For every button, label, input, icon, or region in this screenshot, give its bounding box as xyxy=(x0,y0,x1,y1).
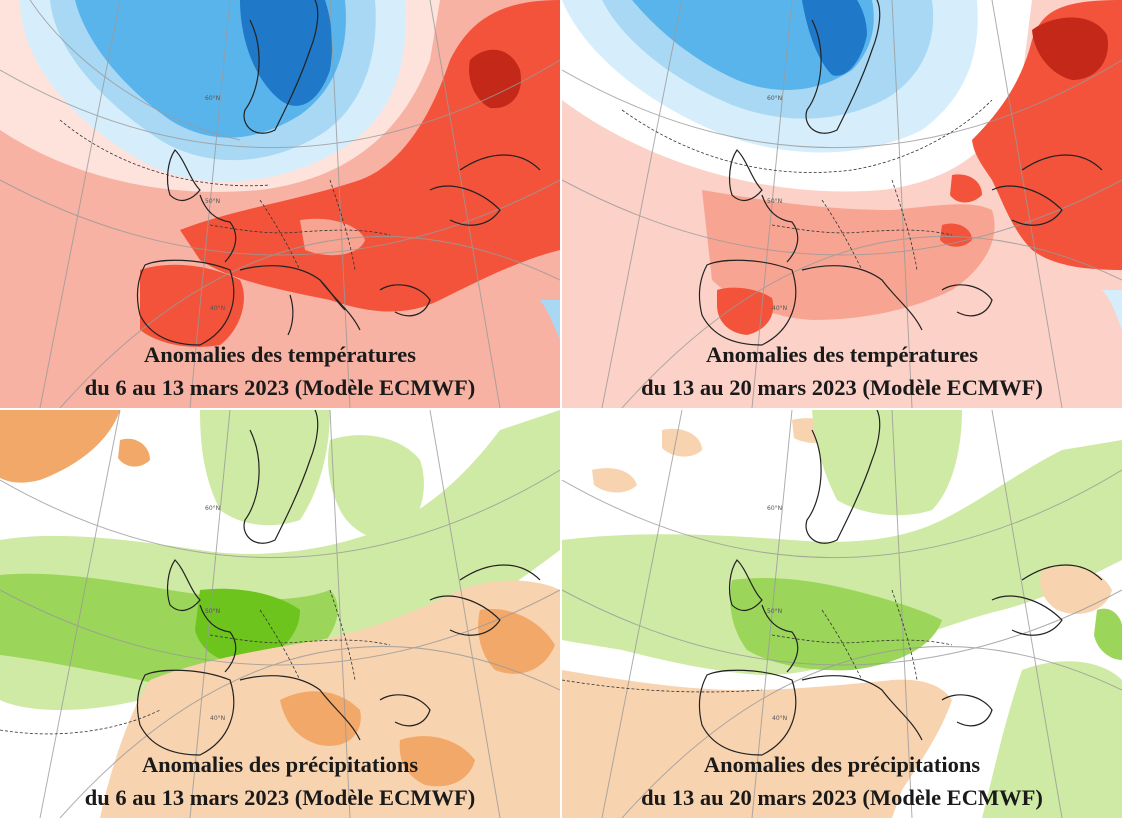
map-caption: Anomalies des températures du 6 au 13 ma… xyxy=(0,338,560,404)
precipitation-anomaly-field: 60°N 50°N 40°N xyxy=(562,410,1122,818)
graticule-label: 40°N xyxy=(772,715,787,722)
graticule-label: 60°N xyxy=(205,95,220,102)
map-period: du 13 au 20 mars 2023 (Modèle ECMWF) xyxy=(641,785,1043,810)
temperature-anomaly-map-week1: 60°N 50°N 40°N Anomalies des température… xyxy=(0,0,560,408)
map-title: Anomalies des précipitations xyxy=(703,752,981,777)
map-title: Anomalies des températures xyxy=(143,342,417,367)
graticule-label: 50°N xyxy=(205,198,220,205)
graticule-label: 50°N xyxy=(767,608,782,615)
graticule-label: 40°N xyxy=(210,715,225,722)
map-caption: Anomalies des précipitations du 13 au 20… xyxy=(562,748,1122,814)
temperature-anomaly-map-week2: 60°N 50°N 40°N Anomalies des température… xyxy=(562,0,1122,408)
graticule-label: 50°N xyxy=(205,608,220,615)
graticule-label: 60°N xyxy=(767,95,782,102)
map-caption: Anomalies des températures du 13 au 20 m… xyxy=(562,338,1122,404)
temperature-anomaly-field: 60°N 50°N 40°N xyxy=(562,0,1122,408)
precipitation-anomaly-field: 60°N 50°N 40°N xyxy=(0,410,560,818)
graticule-label: 50°N xyxy=(767,198,782,205)
map-period: du 13 au 20 mars 2023 (Modèle ECMWF) xyxy=(641,375,1043,400)
graticule-label: 40°N xyxy=(210,305,225,312)
graticule-label: 60°N xyxy=(205,505,220,512)
precipitation-anomaly-map-week2: 60°N 50°N 40°N Anomalies des précipitati… xyxy=(562,410,1122,818)
map-caption: Anomalies des précipitations du 6 au 13 … xyxy=(0,748,560,814)
graticule-label: 60°N xyxy=(767,505,782,512)
map-title: Anomalies des températures xyxy=(705,342,979,367)
map-period: du 6 au 13 mars 2023 (Modèle ECMWF) xyxy=(84,785,476,810)
map-title: Anomalies des précipitations xyxy=(141,752,419,777)
precipitation-anomaly-map-week1: 60°N 50°N 40°N Anomalies des précipitati… xyxy=(0,410,560,818)
graticule-label: 40°N xyxy=(772,305,787,312)
map-period: du 6 au 13 mars 2023 (Modèle ECMWF) xyxy=(84,375,476,400)
temperature-anomaly-field: 60°N 50°N 40°N xyxy=(0,0,560,408)
